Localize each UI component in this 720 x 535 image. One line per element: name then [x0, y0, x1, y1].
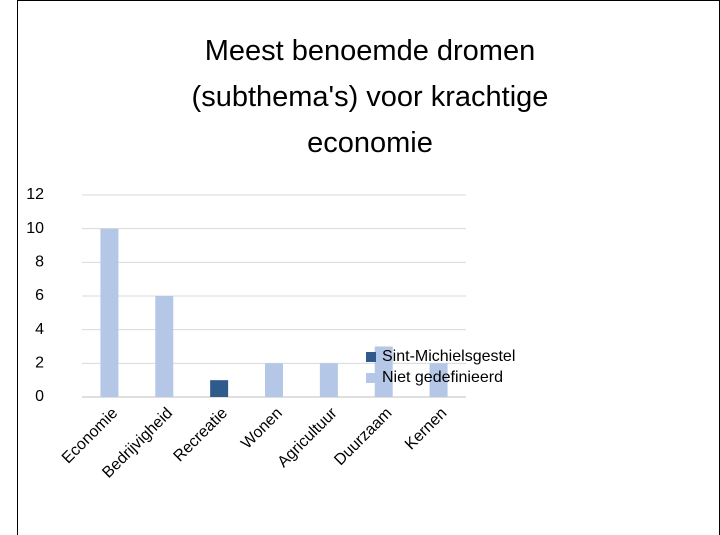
y-tick-label: 0 — [35, 388, 44, 405]
bar — [319, 363, 338, 397]
legend-label: Sint-Michielsgestel — [382, 348, 515, 365]
bar — [210, 380, 229, 397]
y-tick-label: 10 — [26, 220, 44, 237]
bar — [374, 346, 393, 397]
bar — [155, 296, 174, 397]
y-tick-label: 2 — [35, 355, 44, 372]
chart-border — [17, 0, 720, 535]
legend-swatch — [366, 352, 376, 362]
y-tick-label: 4 — [35, 321, 44, 338]
legend-label: Niet gedefinieerd — [382, 369, 503, 386]
bar — [100, 228, 119, 397]
y-tick-label: 8 — [35, 254, 44, 271]
y-tick-label: 6 — [35, 287, 44, 304]
bar — [429, 363, 448, 397]
y-tick-label: 12 — [26, 186, 44, 203]
bar — [265, 363, 283, 397]
chart-title: Meest benoemde dromen (subthema's) voor … — [191, 35, 549, 159]
legend-swatch — [366, 373, 376, 383]
